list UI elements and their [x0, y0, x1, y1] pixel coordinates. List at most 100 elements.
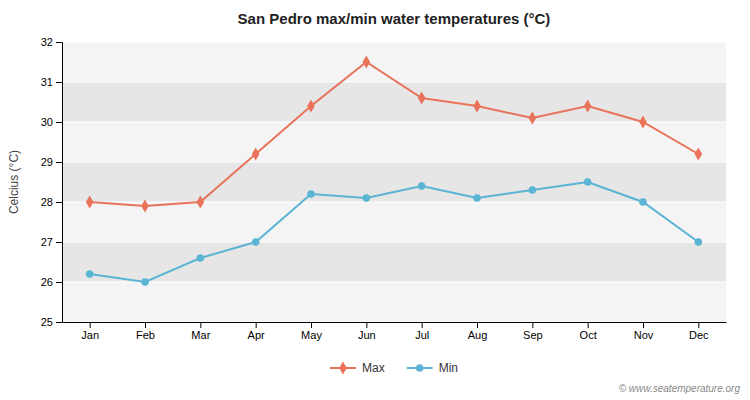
- y-tick-label: 26: [41, 276, 53, 288]
- series-point: [473, 194, 481, 202]
- y-tick: 29: [41, 156, 62, 168]
- series-point: [639, 198, 647, 206]
- x-tick-label: Nov: [634, 329, 654, 341]
- y-tick: 28: [41, 196, 62, 208]
- x-tick: Jan: [81, 322, 99, 341]
- series-point: [307, 190, 315, 198]
- y-axis-title: Celcius (°C): [7, 150, 21, 214]
- y-tick-mark: [56, 162, 62, 163]
- y-tick: 31: [41, 76, 62, 88]
- grid-line: [62, 42, 726, 43]
- series-point: [529, 111, 537, 124]
- grid: [62, 42, 726, 322]
- grid-line: [62, 322, 726, 323]
- x-tick-mark: [90, 322, 91, 328]
- y-tick: 30: [41, 116, 62, 128]
- band: [62, 202, 726, 242]
- series-point: [141, 199, 149, 212]
- y-tick-mark: [56, 322, 62, 323]
- x-tick-label: Feb: [136, 329, 155, 341]
- x-tick-mark: [366, 322, 367, 328]
- x-tick-label: Jul: [415, 329, 429, 341]
- watermark: © www.seatemperature.org: [619, 383, 741, 394]
- y-tick-mark: [56, 42, 62, 43]
- series-line: [90, 62, 699, 206]
- series-point: [529, 186, 537, 194]
- x-tick: Aug: [468, 322, 488, 341]
- x-tick: Jun: [358, 322, 376, 341]
- series-point: [86, 195, 94, 208]
- y-axis: 25 26 27 28 29 30 31 32: [41, 36, 63, 328]
- x-tick-label: Mar: [191, 329, 210, 341]
- y-tick-label: 32: [41, 36, 53, 48]
- x-axis: Jan Feb Mar Apr May Jun Jul Aug Sep Oct Nov Dec: [63, 322, 727, 341]
- x-tick: Dec: [689, 322, 709, 341]
- y-tick-mark: [56, 82, 62, 83]
- grid-line: [62, 82, 726, 83]
- series-point: [252, 238, 260, 246]
- x-tick: Nov: [634, 322, 654, 341]
- x-tick: Apr: [248, 322, 265, 341]
- series-point: [418, 182, 426, 190]
- title: San Pedro max/min water temperatures (°C…: [238, 10, 551, 27]
- y-tick-mark: [56, 242, 62, 243]
- y-tick-label: 27: [41, 236, 53, 248]
- x-tick: Feb: [136, 322, 155, 341]
- y-tick: 27: [41, 236, 62, 248]
- series-point: [307, 99, 315, 112]
- x-tick-label: Aug: [468, 329, 488, 341]
- y-tick-mark: [56, 202, 62, 203]
- legend: Max Min: [330, 361, 458, 375]
- y-tick-label: 25: [41, 316, 53, 328]
- y-tick-label: 28: [41, 196, 53, 208]
- bands: [62, 42, 726, 322]
- x-tick-label: Sep: [523, 329, 543, 341]
- x-tick-mark: [532, 322, 533, 328]
- series-point: [695, 238, 703, 246]
- y-tick-label: 29: [41, 156, 53, 168]
- x-tick-mark: [698, 322, 699, 328]
- grid-line: [62, 122, 726, 123]
- y-tick: 32: [41, 36, 62, 48]
- band: [62, 122, 726, 162]
- series-point: [639, 115, 647, 128]
- y-tick-label: 30: [41, 116, 53, 128]
- band: [62, 82, 726, 122]
- chart: San Pedro max/min water temperatures (°C…: [0, 0, 750, 400]
- x-tick-mark: [643, 322, 644, 328]
- x-tick: Mar: [191, 322, 210, 341]
- legend-label: Min: [439, 361, 458, 375]
- grid-line: [62, 202, 726, 203]
- y-axis-line: [56, 43, 63, 323]
- x-tick-label: May: [301, 329, 322, 341]
- series-point: [584, 99, 592, 112]
- series-point: [363, 194, 371, 202]
- x-tick-label: Apr: [248, 329, 265, 341]
- series-line: [90, 182, 699, 282]
- series-point: [363, 55, 371, 68]
- x-tick-label: Jun: [358, 329, 376, 341]
- x-axis-line: [63, 322, 727, 323]
- x-tick: Jul: [415, 322, 429, 341]
- grid-line: [62, 242, 726, 243]
- x-tick-mark: [588, 322, 589, 328]
- y-tick-mark: [56, 282, 62, 283]
- x-tick-mark: [145, 322, 146, 328]
- series-point: [252, 147, 260, 160]
- x-tick-label: Oct: [580, 329, 597, 341]
- y-tick: 25: [41, 316, 62, 328]
- series-point: [86, 270, 94, 278]
- series-point: [141, 278, 149, 286]
- y-tick-label: 31: [41, 76, 53, 88]
- x-tick-mark: [422, 322, 423, 328]
- legend-label: Max: [362, 361, 385, 375]
- band: [62, 242, 726, 282]
- series-point: [197, 195, 205, 208]
- x-tick-mark: [311, 322, 312, 328]
- legend-symbol: [416, 364, 424, 372]
- grid-line: [62, 162, 726, 163]
- x-tick-mark: [477, 322, 478, 328]
- y-tick-mark: [56, 122, 62, 123]
- x-tick: Sep: [523, 322, 543, 341]
- legend-entry: Max: [330, 361, 385, 375]
